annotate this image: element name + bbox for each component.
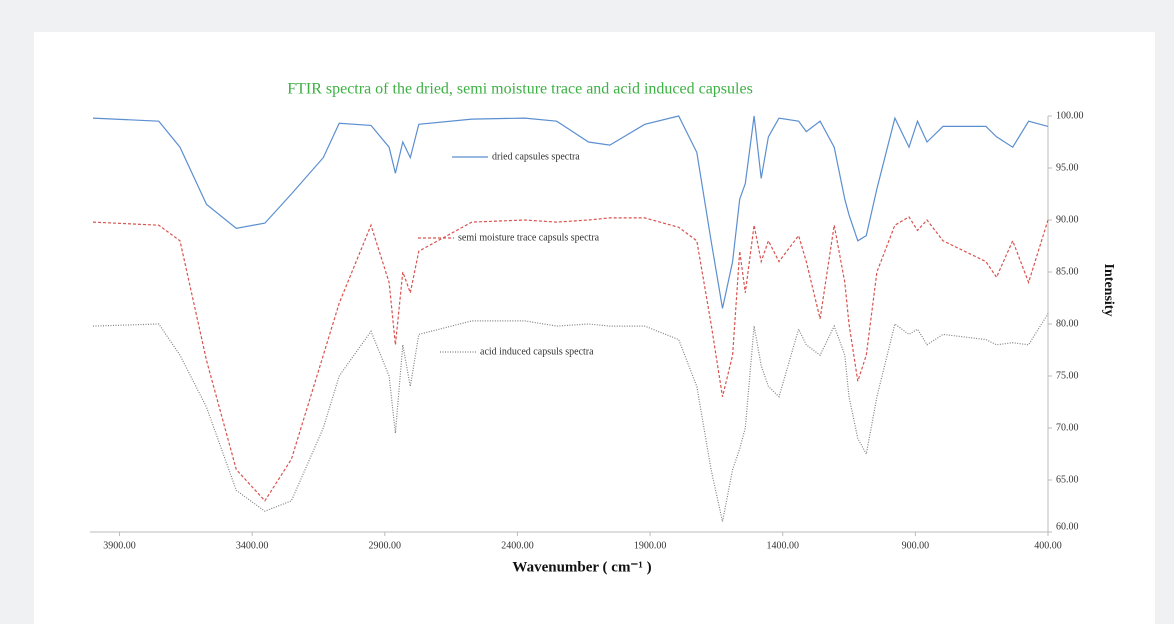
y-tick-label: 100.00 <box>1056 110 1084 121</box>
y-tick-label: 95.00 <box>1056 162 1079 173</box>
x-tick-label: 2900.00 <box>369 540 402 551</box>
x-tick-label: 1900.00 <box>634 540 667 551</box>
x-tick-label: 900.00 <box>902 540 930 551</box>
spectrum-line <box>92 313 1049 522</box>
y-tick-label: 75.00 <box>1056 370 1079 381</box>
y-tick-label: 85.00 <box>1056 266 1079 277</box>
y-tick-label: 65.00 <box>1056 474 1079 485</box>
legend-label: semi moisture trace capsuls spectra <box>458 232 600 243</box>
x-tick-label: 3900.00 <box>103 540 136 551</box>
x-tick-label: 400.00 <box>1034 540 1062 551</box>
y-tick-label: 60.00 <box>1056 521 1079 532</box>
x-axis-label: Wavenumber ( cm⁻¹ ) <box>512 559 651 575</box>
y-axis-label: Intensity <box>1101 264 1116 317</box>
legend-label: dried capsules spectra <box>492 151 580 162</box>
x-tick-label: 3400.00 <box>236 540 269 551</box>
y-tick-label: 70.00 <box>1056 422 1079 433</box>
x-tick-label: 2400.00 <box>501 540 534 551</box>
spectrum-line <box>92 216 1049 502</box>
y-tick-label: 80.00 <box>1056 318 1079 329</box>
y-tick-label: 90.00 <box>1056 214 1079 225</box>
card <box>34 32 1155 624</box>
legend-label: acid induced capsuls spectra <box>480 346 594 357</box>
spectrum-line <box>92 115 1049 309</box>
chart-title: FTIR spectra of the dried, semi moisture… <box>287 81 753 98</box>
x-tick-label: 1400.00 <box>766 540 799 551</box>
